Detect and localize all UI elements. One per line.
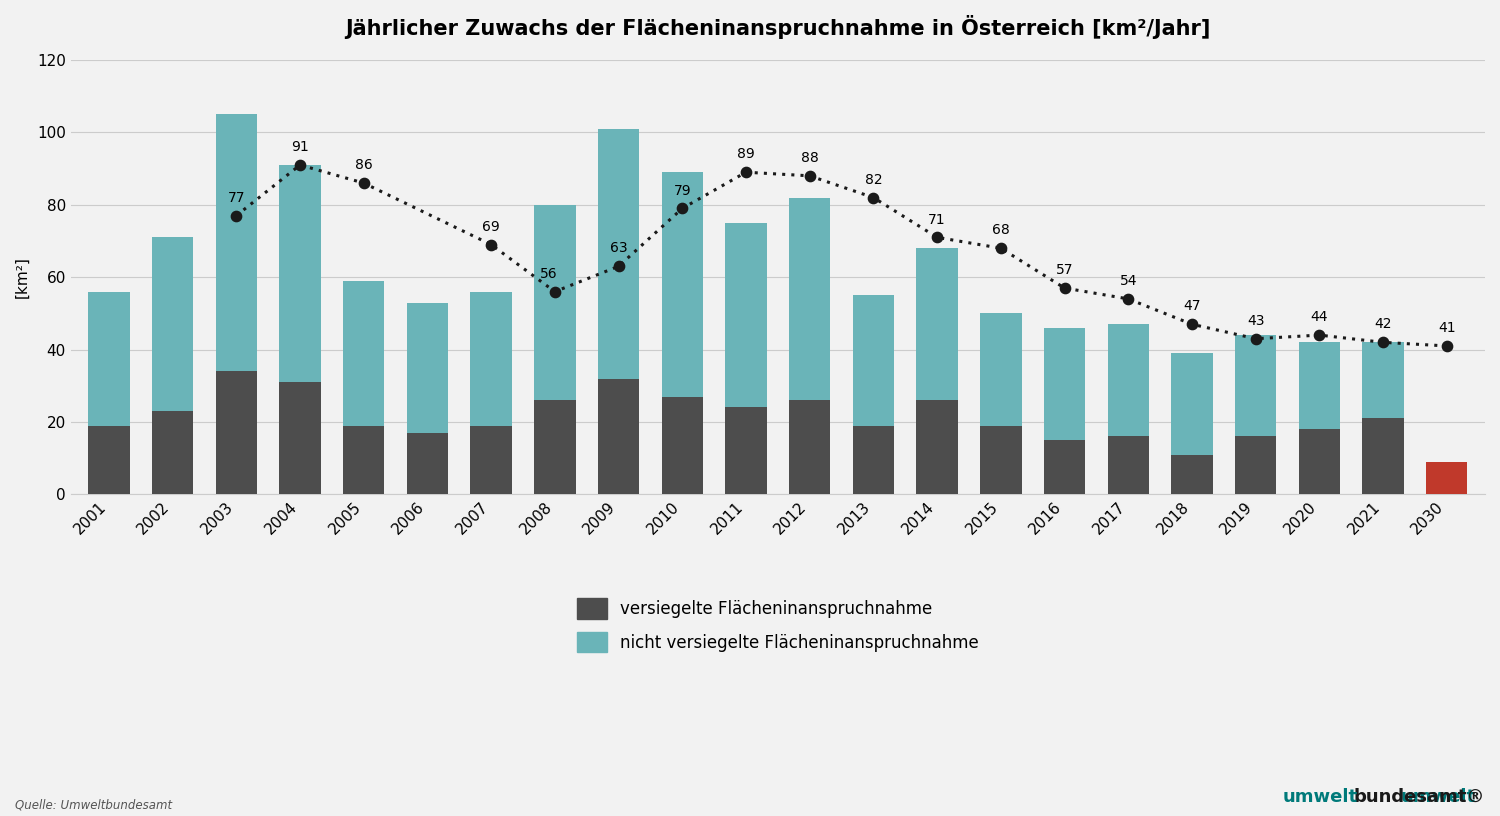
Bar: [344, 281, 384, 426]
Point: [478, 238, 502, 251]
Point: [734, 166, 758, 179]
Text: 63: 63: [610, 242, 627, 255]
Bar: [789, 400, 831, 494]
Text: bundesamt®: bundesamt®: [1353, 788, 1485, 806]
Text: 44: 44: [1311, 310, 1328, 324]
Text: 77: 77: [228, 191, 244, 205]
Bar: [471, 291, 512, 426]
Bar: [1299, 343, 1340, 429]
Text: 56: 56: [540, 267, 558, 281]
Text: umwelt: umwelt: [1401, 788, 1476, 806]
Text: 89: 89: [736, 148, 754, 162]
Point: [988, 242, 1012, 255]
Point: [1371, 336, 1395, 349]
Bar: [1172, 455, 1212, 494]
Bar: [406, 303, 448, 432]
Bar: [279, 382, 321, 494]
Point: [288, 158, 312, 171]
Bar: [1172, 353, 1212, 455]
Point: [543, 285, 567, 298]
Bar: [88, 426, 129, 494]
Text: 47: 47: [1184, 299, 1200, 313]
Y-axis label: [km²]: [km²]: [15, 256, 30, 298]
Point: [861, 191, 885, 204]
Point: [351, 176, 375, 189]
Bar: [916, 248, 958, 400]
Bar: [1426, 462, 1467, 494]
Bar: [598, 379, 639, 494]
Bar: [789, 197, 831, 400]
Bar: [1234, 437, 1276, 494]
Bar: [980, 426, 1022, 494]
Bar: [152, 411, 194, 494]
Text: 57: 57: [1056, 264, 1074, 277]
Point: [606, 259, 630, 273]
Bar: [726, 223, 766, 407]
Bar: [852, 295, 894, 426]
Bar: [1234, 335, 1276, 437]
Bar: [88, 291, 129, 426]
Bar: [279, 165, 321, 382]
Bar: [534, 205, 576, 400]
Text: 88: 88: [801, 151, 819, 165]
Point: [1180, 317, 1204, 330]
Point: [1053, 282, 1077, 295]
Text: 82: 82: [864, 173, 882, 187]
Bar: [534, 400, 576, 494]
Text: 54: 54: [1119, 274, 1137, 288]
Text: 91: 91: [291, 140, 309, 154]
Text: 86: 86: [356, 158, 372, 172]
Bar: [152, 237, 194, 411]
Text: 41: 41: [1438, 321, 1455, 335]
Bar: [216, 114, 256, 371]
Bar: [598, 129, 639, 379]
Bar: [1362, 343, 1404, 419]
Bar: [662, 172, 704, 397]
Text: 79: 79: [674, 184, 692, 197]
Bar: [662, 397, 704, 494]
Text: 71: 71: [928, 212, 946, 227]
Text: 42: 42: [1374, 317, 1392, 331]
Text: Quelle: Umweltbundesamt: Quelle: Umweltbundesamt: [15, 799, 173, 812]
Bar: [471, 426, 512, 494]
Bar: [726, 407, 766, 494]
Bar: [1107, 324, 1149, 437]
Title: Jährlicher Zuwachs der Flächeninanspruchnahme in Österreich [km²/Jahr]: Jährlicher Zuwachs der Flächeninanspruch…: [345, 15, 1210, 39]
Bar: [1362, 419, 1404, 494]
Point: [225, 209, 249, 222]
Bar: [216, 371, 256, 494]
Legend: versiegelte Flächeninanspruchnahme, nicht versiegelte Flächeninanspruchnahme: versiegelte Flächeninanspruchnahme, nich…: [578, 598, 980, 652]
Bar: [1044, 440, 1084, 494]
Bar: [1107, 437, 1149, 494]
Bar: [1044, 328, 1084, 440]
Point: [1116, 292, 1140, 305]
Text: 43: 43: [1246, 314, 1264, 328]
Text: umwelt: umwelt: [1282, 788, 1358, 806]
Point: [926, 231, 950, 244]
Bar: [916, 400, 958, 494]
Bar: [406, 432, 448, 494]
Point: [670, 202, 694, 215]
Bar: [344, 426, 384, 494]
Point: [798, 169, 822, 182]
Bar: [1299, 429, 1340, 494]
Bar: [852, 426, 894, 494]
Point: [1244, 332, 1268, 345]
Bar: [980, 313, 1022, 426]
Text: 68: 68: [992, 224, 1010, 237]
Point: [1308, 329, 1332, 342]
Point: [1436, 339, 1460, 353]
Text: 69: 69: [483, 220, 500, 233]
